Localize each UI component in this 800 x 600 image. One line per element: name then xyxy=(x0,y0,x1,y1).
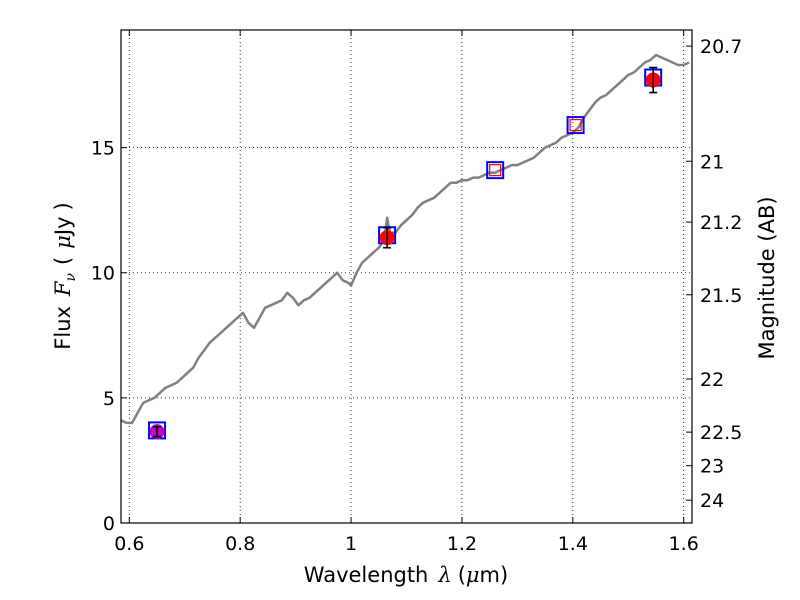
upper-limit-square xyxy=(569,118,582,132)
upper-limit-square xyxy=(489,164,502,177)
y2-axis-label: Magnitude (AB) xyxy=(755,196,779,359)
y-tick-label: 10 xyxy=(91,263,115,285)
y2-tick-label: 21.5 xyxy=(700,285,742,307)
y2-tick-label: 22 xyxy=(700,369,724,391)
model-photometry-square xyxy=(486,161,505,180)
x-tick-label: 1 xyxy=(345,533,357,555)
y-tick-label: 0 xyxy=(103,513,115,535)
x-tick-label: 1.4 xyxy=(558,533,588,555)
y-tick-label: 15 xyxy=(91,138,115,160)
x-tick-label: 1.2 xyxy=(447,533,477,555)
model-photometry-square xyxy=(566,116,585,135)
spectrum-line xyxy=(120,53,690,425)
y2-tick-label: 23 xyxy=(700,456,724,478)
x-axis-label: Wavelength λ (μm) xyxy=(304,563,508,587)
y2-tick-label: 21.2 xyxy=(700,212,742,234)
y2-tick-label: 24 xyxy=(700,490,724,512)
x-tick-label: 0.8 xyxy=(225,533,255,555)
x-tick-label: 0.6 xyxy=(114,533,144,555)
axis-ticks: 0.6 0.8 1 1.2 1.4 1.6 0 5 10 15 20.7 21 21.2 21.5 22 22… xyxy=(91,30,742,555)
plot-data xyxy=(120,53,690,440)
y-axis-label: FluxFν(μJy) xyxy=(51,202,79,349)
plot-frame xyxy=(120,29,693,524)
y-tick-label: 5 xyxy=(103,388,115,410)
x-tick-label: 1.6 xyxy=(669,533,699,555)
y2-tick-label: 21 xyxy=(700,151,724,173)
y2-tick-label: 20.7 xyxy=(700,36,742,58)
y2-tick-label: 22.5 xyxy=(700,422,742,444)
